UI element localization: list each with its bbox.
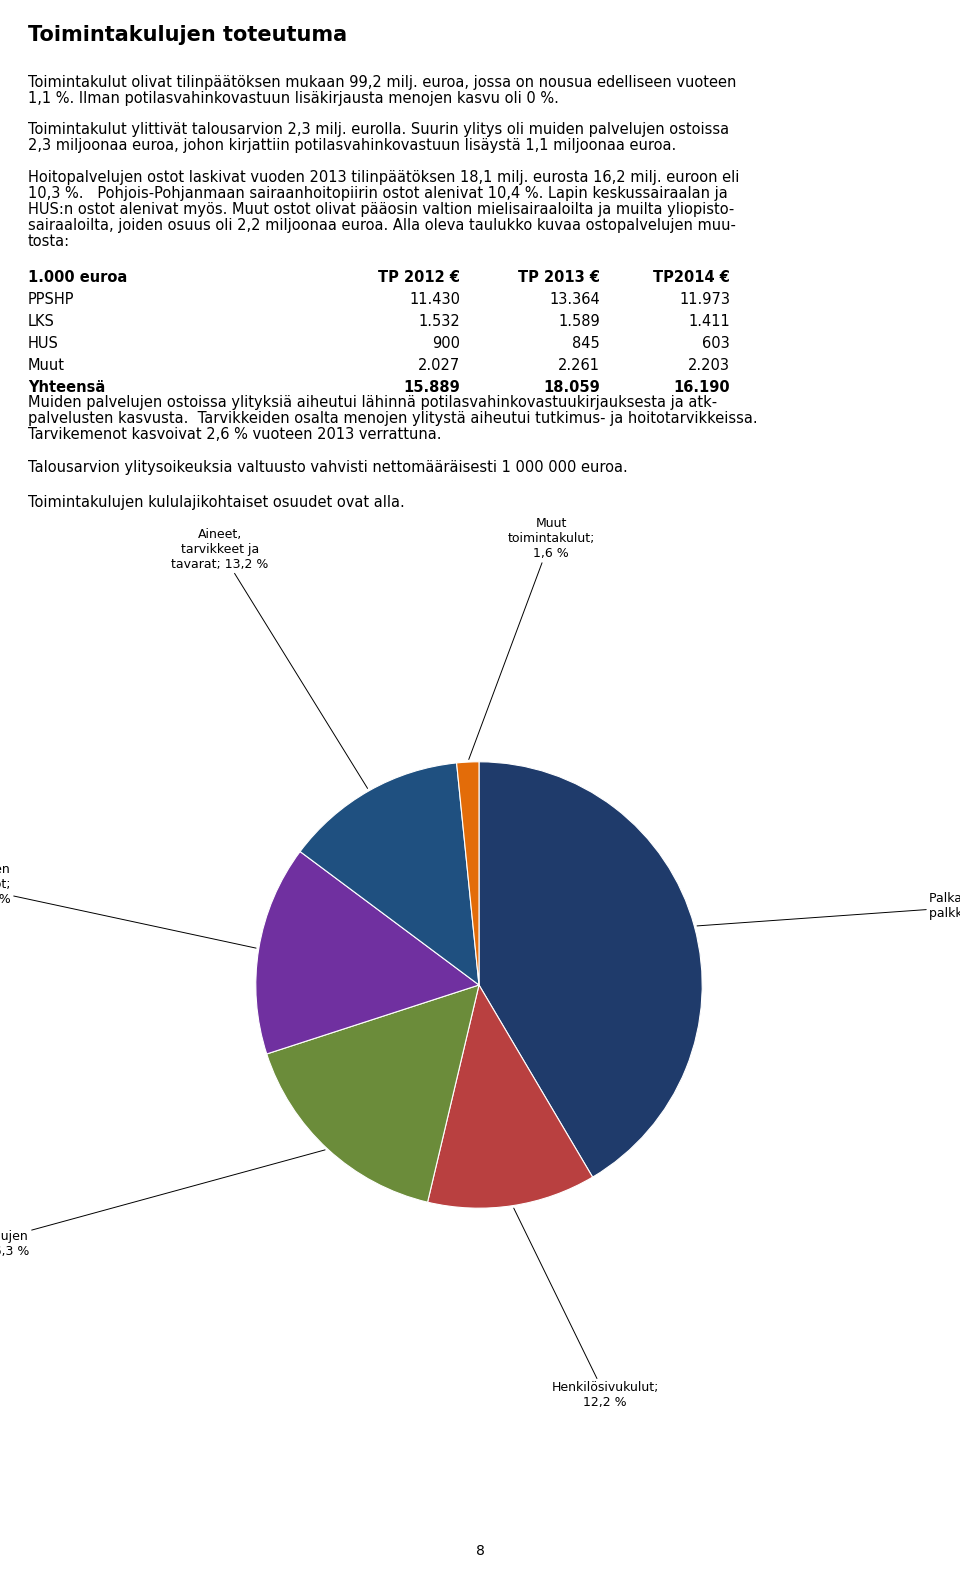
Text: Hoitopalvelujen
ostot; 16,3 %: Hoitopalvelujen ostot; 16,3 % — [0, 1150, 325, 1258]
Wedge shape — [479, 762, 702, 1177]
Text: Tarvikemenot kasvoivat 2,6 % vuoteen 2013 verrattuna.: Tarvikemenot kasvoivat 2,6 % vuoteen 201… — [28, 428, 442, 442]
Text: sairaaloilta, joiden osuus oli 2,2 miljoonaa euroa. Alla oleva taulukko kuvaa os: sairaaloilta, joiden osuus oli 2,2 miljo… — [28, 218, 736, 234]
Text: Henkilösivukulut;
12,2 %: Henkilösivukulut; 12,2 % — [514, 1208, 659, 1409]
Wedge shape — [267, 984, 479, 1202]
Text: 1.411: 1.411 — [688, 313, 730, 329]
Text: Muiden
palvelujen ostot;
15,2 %: Muiden palvelujen ostot; 15,2 % — [0, 863, 256, 948]
Text: 2.203: 2.203 — [688, 358, 730, 374]
Wedge shape — [427, 984, 592, 1208]
Text: TP 2013 €: TP 2013 € — [518, 270, 600, 285]
Text: 13.364: 13.364 — [549, 293, 600, 307]
Text: 2,3 miljoonaa euroa, johon kirjattiin potilasvahinkovastuun lisäystä 1,1 miljoon: 2,3 miljoonaa euroa, johon kirjattiin po… — [28, 138, 676, 153]
Text: 845: 845 — [572, 335, 600, 351]
Text: 2.261: 2.261 — [558, 358, 600, 374]
Text: Hoitopalvelujen ostot laskivat vuoden 2013 tilinpäätöksen 18,1 milj. eurosta 16,: Hoitopalvelujen ostot laskivat vuoden 20… — [28, 170, 739, 184]
Text: Aineet,
tarvikkeet ja
tavarat; 13,2 %: Aineet, tarvikkeet ja tavarat; 13,2 % — [171, 528, 368, 789]
Text: PPSHP: PPSHP — [28, 293, 75, 307]
Text: TP2014 €: TP2014 € — [653, 270, 730, 285]
Wedge shape — [255, 852, 479, 1054]
Text: Muut
toimintakulut;
1,6 %: Muut toimintakulut; 1,6 % — [468, 517, 594, 760]
Text: Toimintakulujen toteutuma: Toimintakulujen toteutuma — [28, 25, 348, 45]
Text: Talousarvion ylitysoikeuksia valtuusto vahvisti nettomääräisesti 1 000 000 euroa: Talousarvion ylitysoikeuksia valtuusto v… — [28, 460, 628, 475]
Text: 15.889: 15.889 — [403, 380, 460, 394]
Text: palvelusten kasvusta.  Tarvikkeiden osalta menojen ylitystä aiheutui tutkimus- j: palvelusten kasvusta. Tarvikkeiden osalt… — [28, 410, 757, 426]
Text: HUS: HUS — [28, 335, 59, 351]
Text: Muut: Muut — [28, 358, 65, 374]
Text: 18.059: 18.059 — [543, 380, 600, 394]
Wedge shape — [457, 762, 479, 984]
Wedge shape — [300, 763, 479, 984]
Text: 16.190: 16.190 — [673, 380, 730, 394]
Text: tosta:: tosta: — [28, 234, 70, 250]
Text: HUS:n ostot alenivat myös. Muut ostot olivat pääosin valtion mielisairaaloilta j: HUS:n ostot alenivat myös. Muut ostot ol… — [28, 202, 734, 216]
Text: 11.430: 11.430 — [409, 293, 460, 307]
Text: 900: 900 — [432, 335, 460, 351]
Text: LKS: LKS — [28, 313, 55, 329]
Text: Muiden palvelujen ostoissa ylityksiä aiheutui lähinnä potilasvahinkovastuukirjau: Muiden palvelujen ostoissa ylityksiä aih… — [28, 394, 717, 410]
Text: 1.000 euroa: 1.000 euroa — [28, 270, 128, 285]
Text: 1,1 %. Ilman potilasvahinkovastuun lisäkirjausta menojen kasvu oli 0 %.: 1,1 %. Ilman potilasvahinkovastuun lisäk… — [28, 91, 559, 107]
Text: Palkat ja
palkkiot; 41,5 %: Palkat ja palkkiot; 41,5 % — [697, 892, 960, 925]
Text: 2.027: 2.027 — [418, 358, 460, 374]
Text: 11.973: 11.973 — [679, 293, 730, 307]
Text: 1.532: 1.532 — [419, 313, 460, 329]
Text: Toimintakulujen kululajikohtaiset osuudet ovat alla.: Toimintakulujen kululajikohtaiset osuude… — [28, 494, 405, 510]
Text: 1.589: 1.589 — [559, 313, 600, 329]
Text: Toimintakulut olivat tilinpäätöksen mukaan 99,2 milj. euroa, jossa on nousua ede: Toimintakulut olivat tilinpäätöksen muka… — [28, 75, 736, 91]
Text: 603: 603 — [703, 335, 730, 351]
Text: 10,3 %.   Pohjois-Pohjanmaan sairaanhoitopiirin ostot alenivat 10,4 %. Lapin kes: 10,3 %. Pohjois-Pohjanmaan sairaanhoitop… — [28, 186, 728, 200]
Text: Toimintakulut ylittivät talousarvion 2,3 milj. eurolla. Suurin ylitys oli muiden: Toimintakulut ylittivät talousarvion 2,3… — [28, 122, 730, 137]
Text: TP 2012 €: TP 2012 € — [378, 270, 460, 285]
Text: Yhteensä: Yhteensä — [28, 380, 106, 394]
Text: 8: 8 — [475, 1544, 485, 1558]
